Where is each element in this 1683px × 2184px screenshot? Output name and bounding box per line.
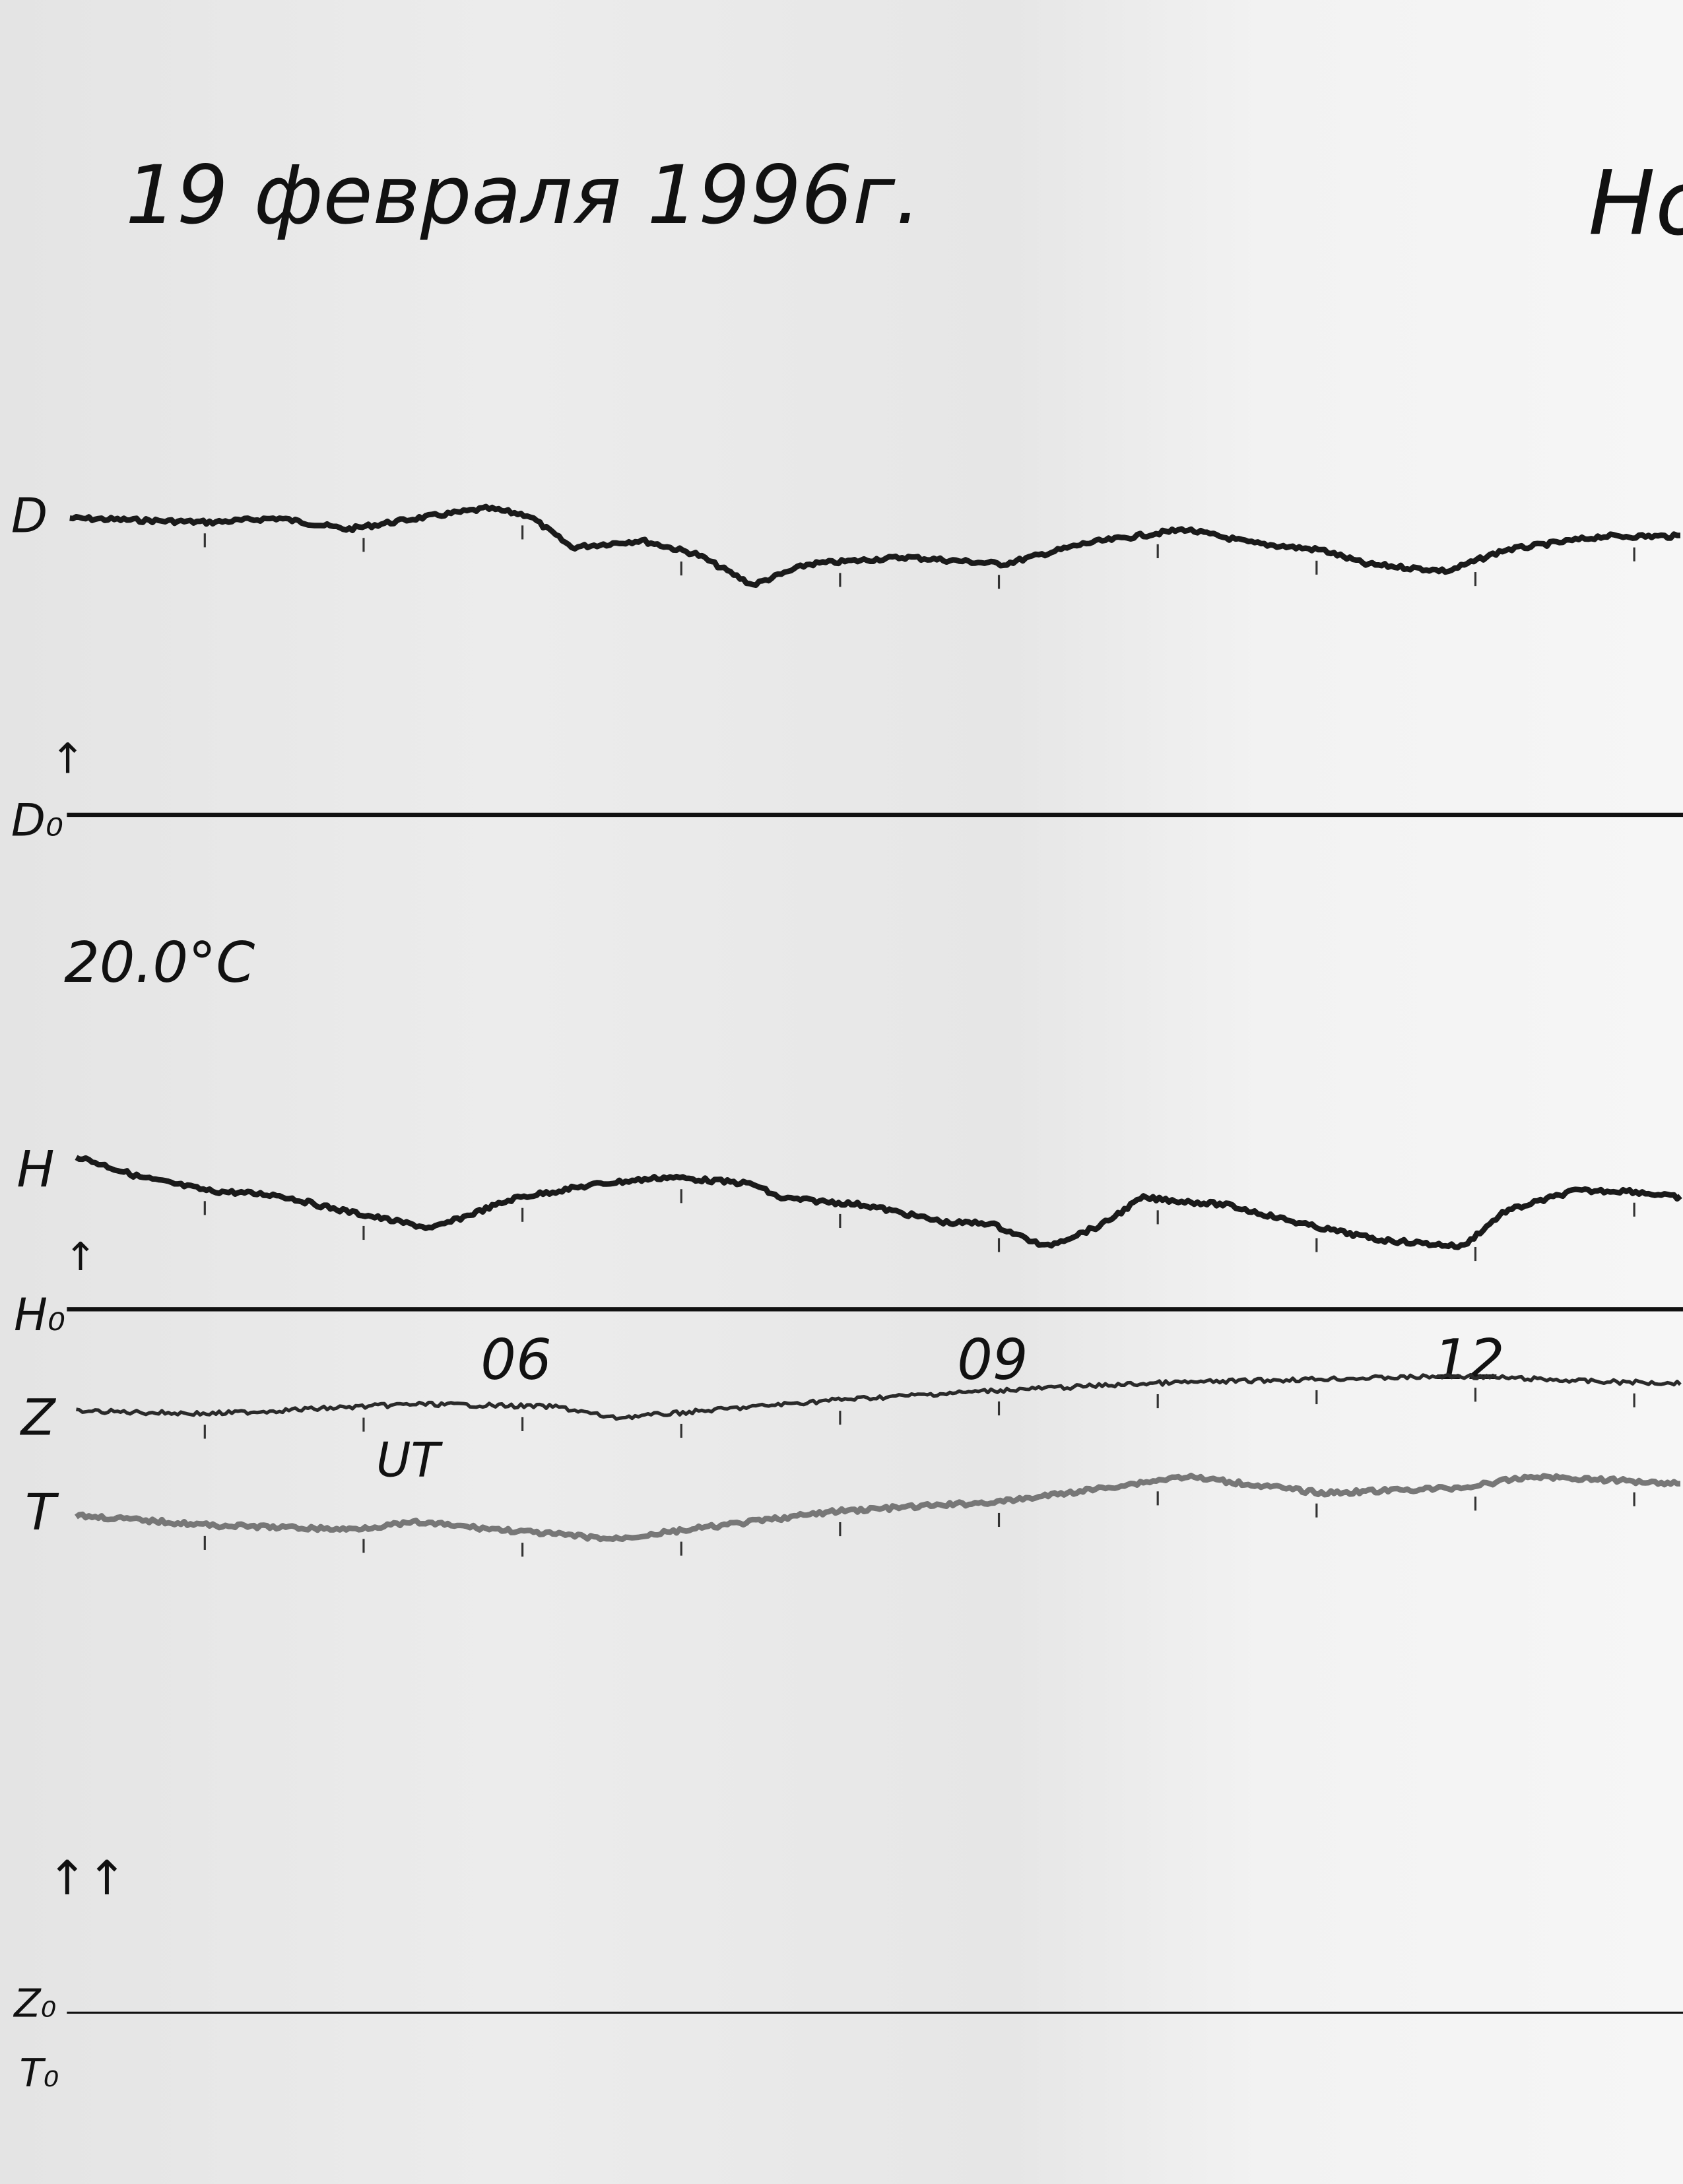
trace-Z	[75, 1372, 1682, 1421]
chart-title: 19 февраля 1996г.	[125, 148, 921, 242]
label-T: T	[25, 1483, 59, 1541]
x-tick-label: 09	[957, 1328, 1028, 1392]
title-right-partial: Но	[1588, 152, 1683, 255]
label-H0: H₀	[14, 1289, 65, 1341]
arrow-H: ↑	[64, 1234, 97, 1279]
temperature-label: 20.0°C	[64, 930, 255, 995]
x-tick-label: 12	[1434, 1328, 1504, 1392]
label-T0: T₀	[20, 2050, 59, 2096]
x-tick-label: 06	[480, 1328, 551, 1392]
label-Z: Z	[20, 1388, 57, 1446]
trace-T	[74, 1472, 1680, 1543]
arrow-D: ↑	[50, 734, 85, 783]
label-D: D	[11, 488, 48, 543]
x-axis-label: UT	[376, 1432, 444, 1488]
trace-D	[69, 503, 1680, 589]
label-H: H	[16, 1140, 54, 1199]
label-Z0: Z₀	[13, 1981, 56, 2026]
arrow-ZT: ↑↑	[48, 1850, 127, 1906]
label-D0: D₀	[11, 794, 63, 847]
trace-H	[75, 1155, 1682, 1250]
